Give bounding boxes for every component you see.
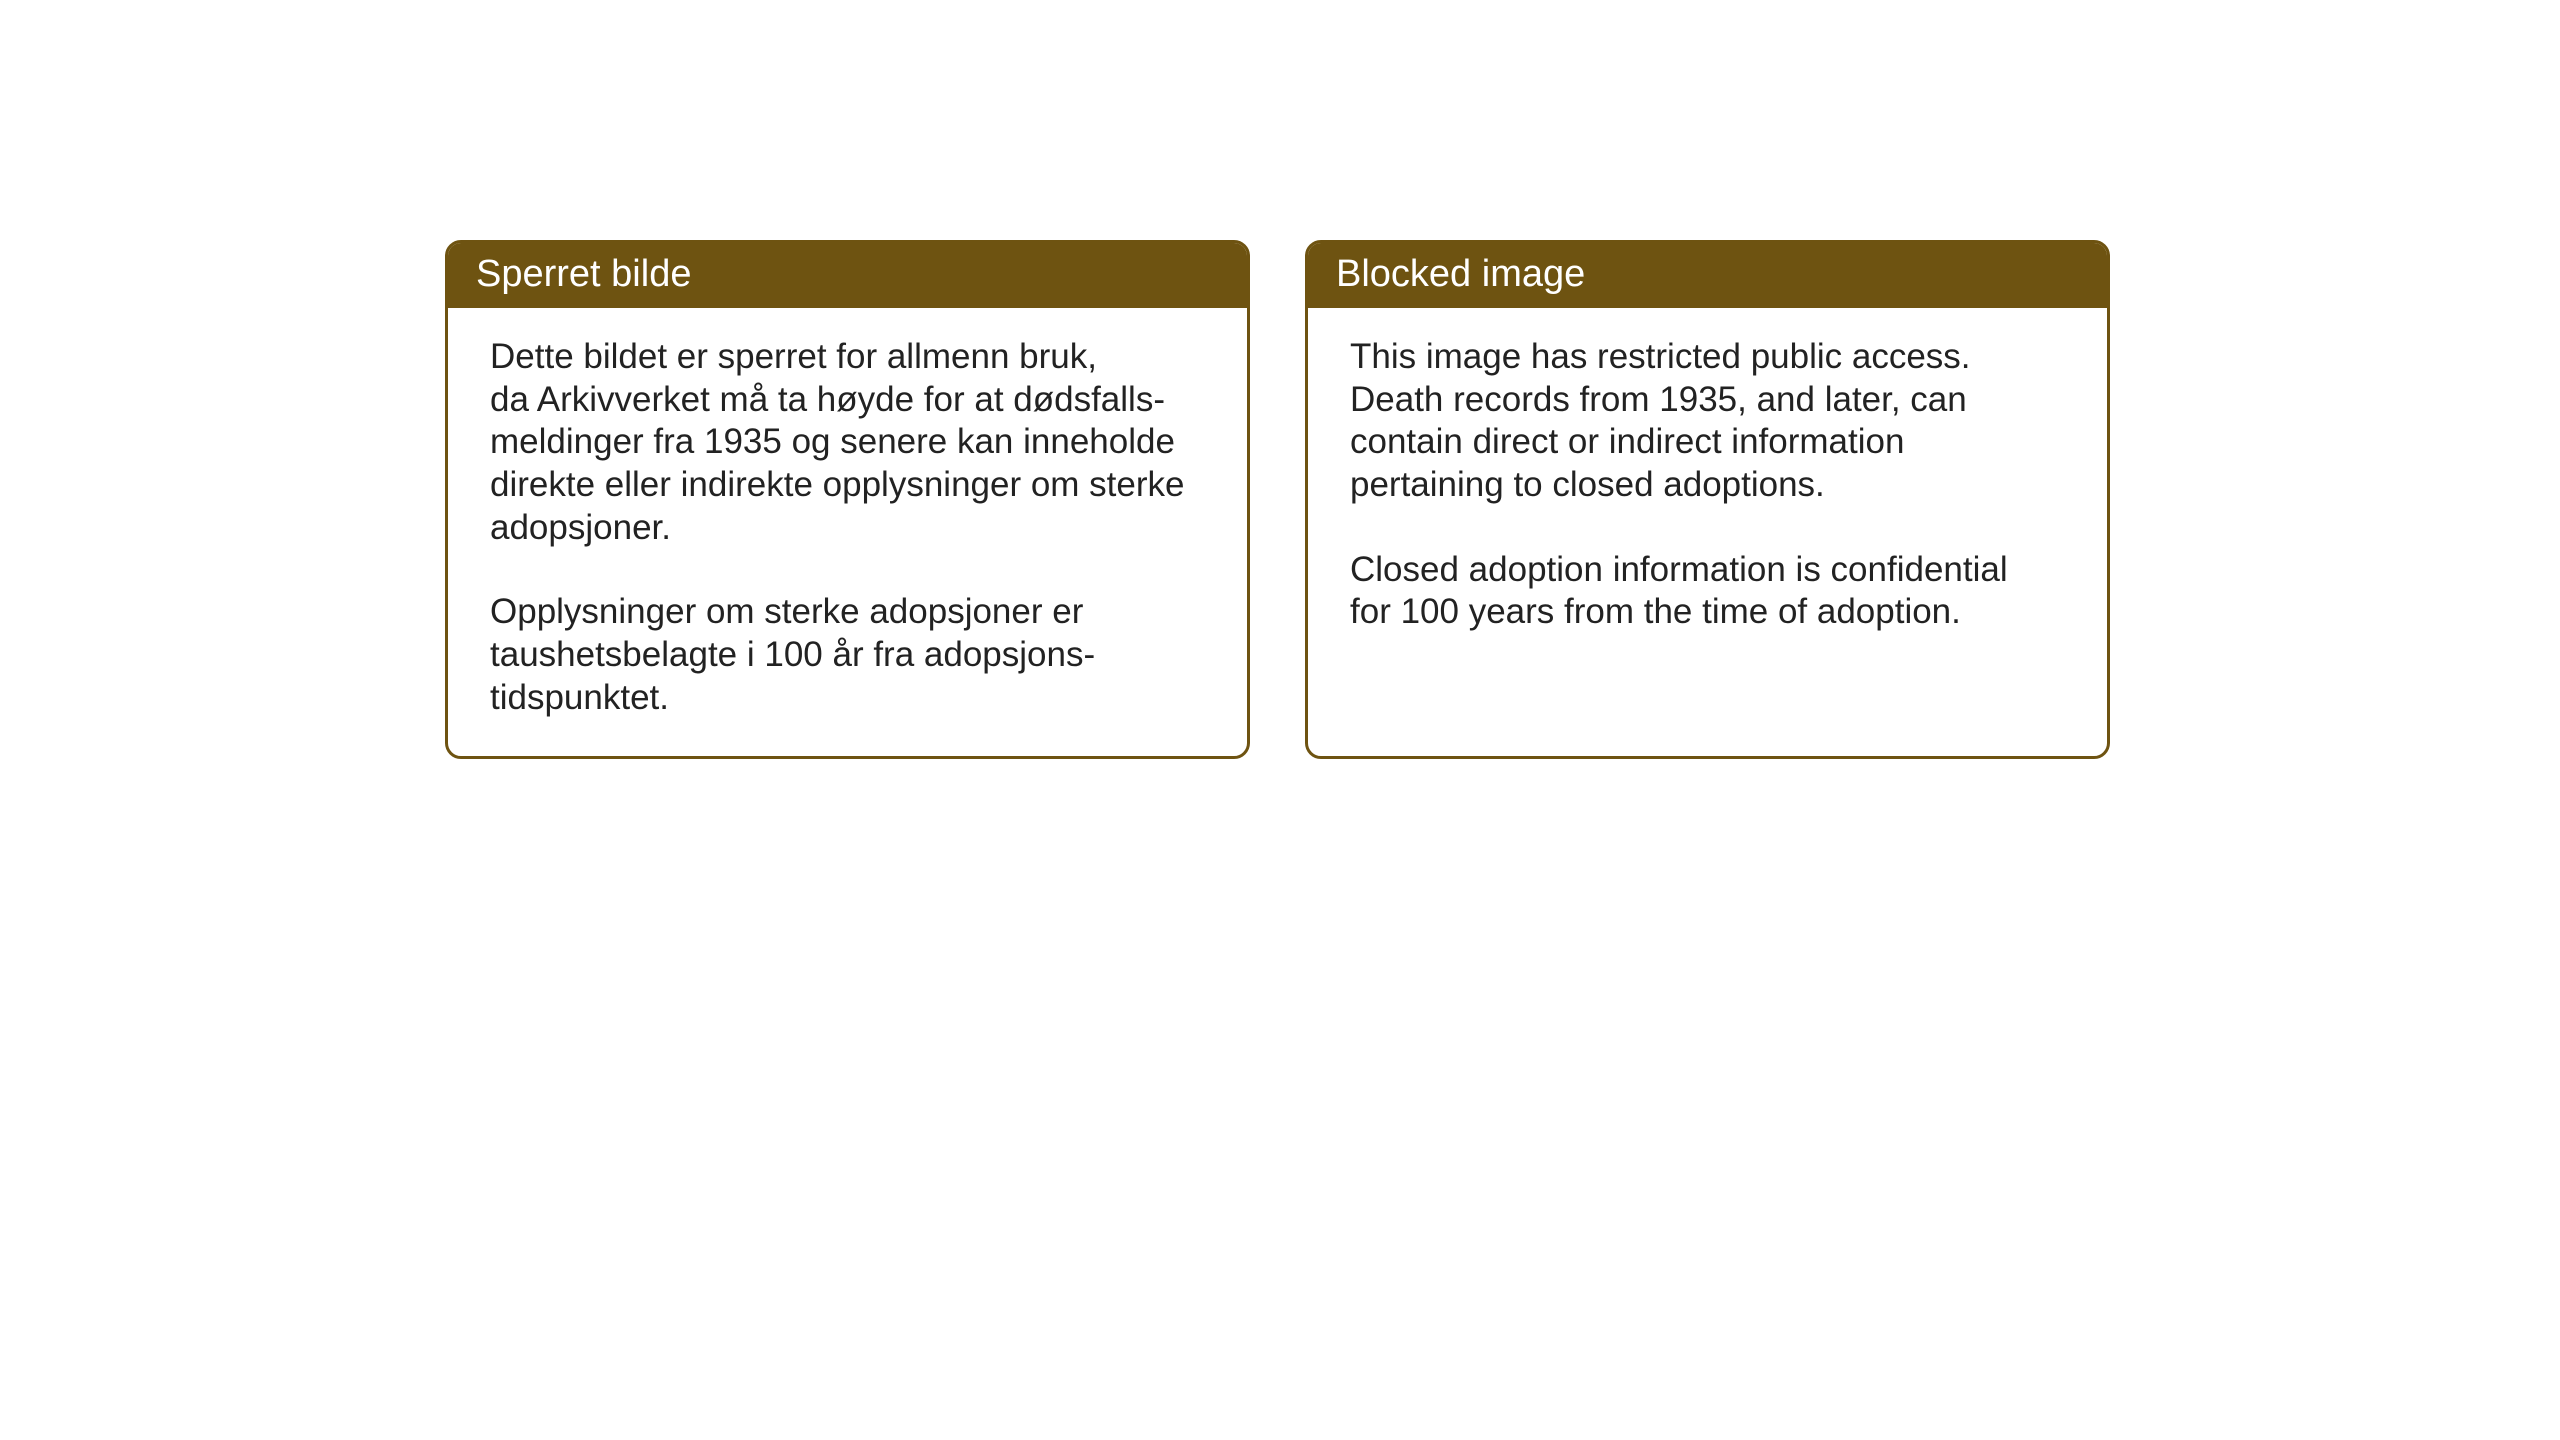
notice-para1-norwegian: Dette bildet er sperret for allmenn bruk…	[490, 336, 1205, 549]
notice-body-norwegian: Dette bildet er sperret for allmenn bruk…	[448, 308, 1247, 756]
notice-para2-english: Closed adoption information is confident…	[1350, 549, 2065, 634]
notice-box-norwegian: Sperret bilde Dette bildet er sperret fo…	[445, 240, 1250, 759]
notice-header-norwegian: Sperret bilde	[448, 243, 1247, 308]
notice-para1-english: This image has restricted public access.…	[1350, 336, 2065, 507]
notice-para2-norwegian: Opplysninger om sterke adopsjoner er tau…	[490, 591, 1205, 719]
notice-header-english: Blocked image	[1308, 243, 2107, 308]
notice-container: Sperret bilde Dette bildet er sperret fo…	[445, 240, 2110, 759]
notice-box-english: Blocked image This image has restricted …	[1305, 240, 2110, 759]
notice-body-english: This image has restricted public access.…	[1308, 308, 2107, 738]
